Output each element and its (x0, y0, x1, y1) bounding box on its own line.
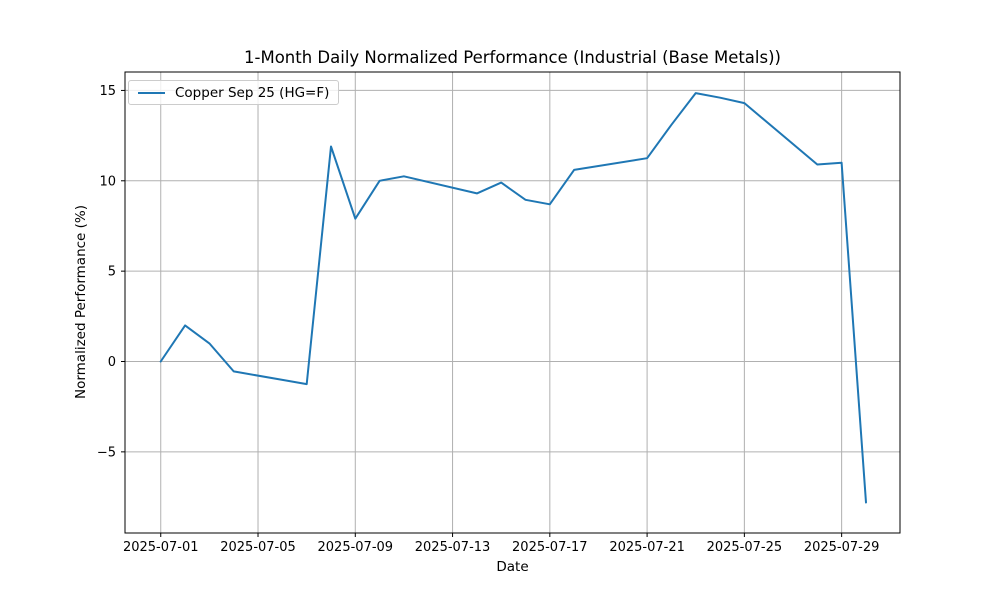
plot-border (124, 71, 901, 534)
y-tick-label: −5 (97, 445, 116, 460)
x-tick-label: 2025-07-01 (123, 540, 199, 555)
chart-title: 1-Month Daily Normalized Performance (In… (244, 48, 781, 67)
x-tick-label: 2025-07-09 (318, 540, 394, 555)
x-tick-label: 2025-07-25 (707, 540, 783, 555)
series-line-copper (159, 92, 867, 504)
x-axis-label: Date (496, 559, 529, 575)
y-tick-label: 5 (108, 265, 116, 280)
legend-line-sample (138, 91, 165, 94)
legend-label: Copper Sep 25 (HG=F) (175, 84, 330, 101)
y-tick-label: 0 (108, 355, 116, 370)
x-tick-label: 2025-07-21 (609, 540, 685, 555)
x-tick-label: 2025-07-13 (415, 540, 491, 555)
x-tick-label: 2025-07-29 (804, 540, 880, 555)
x-tick-label: 2025-07-05 (220, 540, 296, 555)
x-tick-label: 2025-07-17 (512, 540, 588, 555)
legend: Copper Sep 25 (HG=F) (128, 80, 340, 105)
y-tick-label: 15 (99, 84, 116, 99)
y-tick-label: 10 (99, 174, 116, 189)
y-axis-label: Normalized Performance (%) (73, 204, 89, 400)
